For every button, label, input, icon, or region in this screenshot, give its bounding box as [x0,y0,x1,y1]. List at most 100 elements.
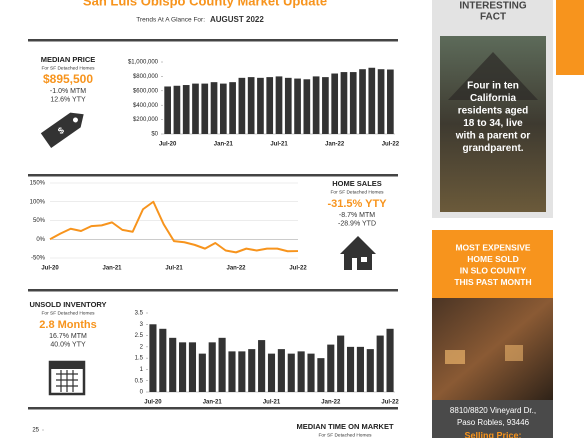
bar [182,85,190,134]
panel-subtitle: For SF Detached Homes [41,310,95,316]
bar [366,349,374,392]
bar [368,67,376,134]
bar [337,335,345,392]
separator [28,407,398,410]
bar [359,69,366,134]
month-label: AUGUST 2022 [210,15,264,24]
page-title: San Luis Obispo County Market Update [83,0,327,8]
fact-text: 18 to 34, live [463,118,523,129]
home-title: THIS PAST MONTH [454,277,531,287]
bar [275,76,283,134]
stat: 40.0% YTY [50,341,86,348]
fact-text: Four in ten [467,81,519,92]
y-tick-label: $600,000 [133,88,159,94]
fact-text: California [470,93,517,104]
bar [277,349,285,392]
bar [247,77,255,134]
bar [192,83,199,134]
panel-title: MEDIAN PRICE [41,55,96,64]
accent-strip [556,0,584,75]
bar [198,353,206,392]
y-tick-label: $200,000 [133,117,159,123]
stat: -1.0% MTM [50,88,86,95]
headline: -31.5% YTY [327,198,387,210]
y-tick-label: 150% [30,181,46,187]
x-tick-label: Jul-21 [263,400,281,406]
headline: $895,500 [43,72,93,86]
x-tick-label: Jul-22 [381,400,399,406]
bar [210,82,218,134]
stat: 12.6% YTY [50,96,86,103]
y-tick-label: 0% [36,237,45,243]
address: Paso Robles, 93446 [457,418,530,427]
price-tag-icon: $ [40,112,84,148]
bar [164,86,171,134]
line-series [49,200,299,254]
bar [266,77,274,134]
bar [327,344,335,392]
x-tick-label: Jan-22 [325,142,345,148]
bar [238,77,246,134]
address: 8810/8820 Vineyard Dr., [450,406,536,415]
y-tick-label: 0.5 [135,378,144,384]
bar [267,353,276,392]
home-title: MOST EXPENSIVE [455,242,530,252]
y-tick-label: $1,000,000 [128,60,159,66]
price-label: Selling Price: [464,430,521,438]
y-tick-label: 2.5 [135,333,144,339]
address-panel [432,400,553,438]
fact-text: with a parent or [455,131,531,142]
fact-title: INTERESTING [459,1,526,12]
svg-text:$: $ [56,125,66,136]
bar [376,335,384,392]
calendar-icon [48,360,86,396]
bar [331,73,339,134]
panel-title: HOME SALES [332,179,382,188]
x-tick-label: Jan-22 [226,266,246,272]
separator [28,174,398,177]
stat: -28.9% YTD [338,220,376,227]
bar [159,328,167,392]
separator [28,289,398,292]
fact-text: grandparent. [462,143,523,154]
bar [229,82,236,134]
y-tick-label: $0 [151,132,158,138]
bar [377,69,385,134]
home-panel [432,230,553,298]
panel-title: UNSOLD INVENTORY [29,300,106,309]
y-tick-label: -50% [31,256,46,262]
bar [349,72,357,134]
bar [201,83,209,134]
y-tick-label: 0 [140,390,144,396]
bar [387,69,394,134]
y-tick-label: 1.5 [135,356,144,362]
y-tick-label: 25 [32,428,39,434]
bar [386,328,394,392]
house-icon [340,236,376,270]
photo-window [445,350,465,364]
bar [258,340,266,392]
x-tick-label: Jan-21 [102,266,122,272]
bar [208,342,216,392]
bar [303,79,311,134]
bar [307,353,315,392]
y-tick-label: 100% [30,199,46,205]
bar [287,353,295,392]
bar [188,342,197,392]
x-tick-label: Jul-21 [270,142,288,148]
fact-title: FACT [480,12,506,23]
bar [346,346,355,392]
bar [149,324,157,392]
bar [312,76,320,134]
x-tick-label: Jan-21 [203,400,223,406]
x-tick-label: Jan-22 [321,400,341,406]
bar [257,77,264,134]
bar [169,337,177,392]
home-title: HOME SOLD [467,254,518,264]
y-tick-label: $800,000 [133,74,159,80]
bar [173,85,181,134]
bar [340,72,348,134]
x-tick-label: Jul-22 [289,266,307,272]
bar [317,358,325,392]
